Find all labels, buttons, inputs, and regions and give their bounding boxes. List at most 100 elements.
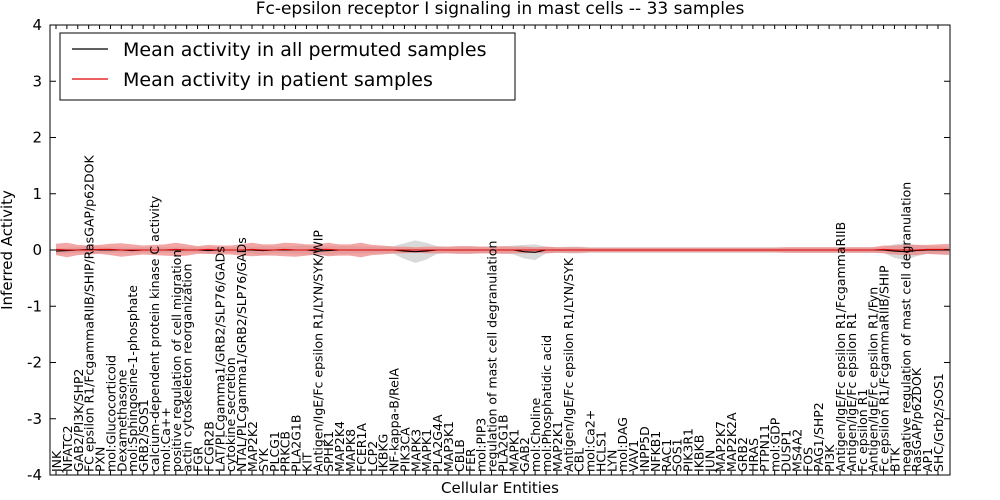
x-category-label: PAG1/SHP2 <box>811 402 826 472</box>
x-category-label: NFKB1 <box>648 431 663 472</box>
x-category-label: DUSP1 <box>779 430 794 472</box>
y-tick-label: 2 <box>32 129 42 147</box>
legend-box <box>59 32 516 101</box>
x-category-label: PRKCB <box>278 431 293 472</box>
x-category-label: CBLB <box>452 439 467 472</box>
x-category-label: RAC1 <box>659 439 674 472</box>
y-tick-label: -1 <box>27 297 42 315</box>
x-category-label: CBL <box>572 448 587 472</box>
x-category-label: RasGAP/p62DOK <box>909 367 924 472</box>
x-category-label: Antigen/IgE/Fc epsilon R1/FcgammaRIIB <box>833 222 848 472</box>
x-category-label: GAB2 <box>517 437 532 472</box>
x-category-label: FCGR2B <box>201 421 216 472</box>
x-category-label: PTPN11 <box>757 424 772 472</box>
x-category-label: SYK <box>256 447 271 472</box>
x-category-label: MAPK1 <box>506 429 521 472</box>
x-category-label: PLA2G1B <box>289 415 304 473</box>
x-category-label: mol:PIP3 <box>474 418 489 472</box>
plot-frame <box>49 24 951 476</box>
x-category-label: NFATC2 <box>60 425 75 472</box>
x-category-label: AP1 <box>920 448 935 472</box>
y-tick-label: 4 <box>32 16 42 34</box>
series-line-1 <box>55 248 949 251</box>
x-category-label: Antigen/IgE/Fc epsilon R1/Fyn <box>866 287 881 472</box>
y-axis-title: Inferred Activity <box>0 190 16 310</box>
x-category-label: PLA2G4A <box>430 414 445 472</box>
x-category-label: actin cytoskeleton reorganization <box>180 264 195 473</box>
x-category-label: FER <box>463 448 478 472</box>
x-category-label: mol:Ca++ <box>158 407 173 472</box>
x-category-label: Antigen/IgE/Fc epsilon R1/LYN/SYK/WIP <box>310 230 325 472</box>
x-category-label: SOS1 <box>670 438 685 472</box>
x-category-label: IKBKB <box>691 435 706 472</box>
x-category-label: MAP2K2 <box>245 421 260 472</box>
x-category-label: FCER1A <box>354 423 369 472</box>
x-category-label: KIT <box>299 452 314 472</box>
x-category-label: MAPK3 <box>408 429 423 472</box>
x-category-label: SPHK1 <box>321 431 336 472</box>
x-category-label: LCP2 <box>365 441 380 472</box>
x-category-label: IKBKG <box>376 434 391 472</box>
x-category-label: MAP2K1 <box>550 421 565 472</box>
y-tick-label: 3 <box>32 72 42 90</box>
x-category-label: JUN <box>702 450 717 473</box>
x-category-label: SHC/Grb2/SOS1 <box>931 373 946 472</box>
x-category-label: PIK3R1 <box>681 428 696 472</box>
x-category-label: regulation of mast cell degranulation <box>485 241 500 472</box>
legend: Mean activity in all permuted samples Me… <box>59 32 516 101</box>
x-category-label: LYN <box>604 450 619 472</box>
x-category-label: GAB2/PI3K/SHP2 <box>71 369 86 472</box>
x-category-label: Fc epsilon R1/FcgammaRIIB/SHIP <box>877 265 892 472</box>
x-category-label: mol:Ca2+ <box>583 410 598 472</box>
x-category-label: Antigen/IgE/Fc epsilon R1 <box>844 312 859 472</box>
x-category-label: INPP5D <box>637 426 652 472</box>
x-category-label: PLA2G1B <box>495 414 510 472</box>
x-category-label: PLCG1 <box>267 431 282 472</box>
chart-title: Fc-epsilon receptor I signaling in mast … <box>256 0 745 19</box>
x-category-label: mol:DAG <box>615 417 630 472</box>
x-category-label: mol:Phosphatidic acid <box>539 335 554 472</box>
x-category-label: GRB2 <box>735 437 750 472</box>
x-category-label: positive regulation of cell migration <box>169 250 184 472</box>
x-category-label: negative regulation of mast cell degranu… <box>898 182 913 472</box>
x-category-label: FGR <box>191 446 206 472</box>
x-category-label: mol:Choline <box>528 397 543 472</box>
x-category-label: PI3K <box>822 444 837 472</box>
x-category-label: cytokine secretion <box>223 357 238 472</box>
x-category-label: FC epsilon R1/FcgammaRIIB/SHIP/RasGAP/p6… <box>82 155 97 473</box>
x-category-label: MAPK1 <box>419 429 434 472</box>
x-category-label: Dexamethasone <box>114 369 129 472</box>
x-category-label: JNK <box>49 450 64 473</box>
x-category-label: FOS <box>800 447 815 472</box>
legend-label-permuted: Mean activity in all permuted samples <box>123 39 486 61</box>
x-category-label: PXN <box>93 447 108 472</box>
y-tick-label: -3 <box>27 410 42 428</box>
x-category-label: HCLS1 <box>593 431 608 472</box>
x-category-label: Antigen/IgE/Fc epsilon R1/LYN/SYK <box>561 257 576 472</box>
x-category-label: MAP2K4 <box>332 421 347 472</box>
x-category-label: MAPK8 <box>343 429 358 472</box>
x-category-label: MAP2K7 <box>713 421 728 472</box>
y-tick-label: 0 <box>32 241 42 259</box>
x-category-label: mol:Sphingosine-1-phosphate <box>125 285 140 472</box>
x-category-label: HRAS <box>746 438 761 472</box>
x-category-label: mol:GDP <box>768 417 783 472</box>
y-axis-ticks: -4 -3 -2 -1 0 1 2 3 4 <box>27 16 950 484</box>
x-category-label: VAV1 <box>626 440 641 472</box>
x-category-label: MS4A2 <box>789 429 804 472</box>
y-tick-label: 1 <box>32 185 42 203</box>
series-lines <box>55 248 949 253</box>
x-category-label: MAP2K2A <box>724 412 739 472</box>
x-category-label: calcium-dependent protein kinase C activ… <box>147 195 162 472</box>
x-category-label: NF-kappa-B/RelA <box>387 368 402 472</box>
x-category-label: BTK <box>887 447 902 472</box>
x-category-label: MAP3K1 <box>441 421 456 472</box>
legend-label-patient: Mean activity in patient samples <box>123 69 433 91</box>
y-tick-label: -4 <box>27 466 42 484</box>
x-category-label: GRB2/SOS1 <box>136 399 151 472</box>
x-category-label: mol:Glucocorticoid <box>103 355 118 472</box>
x-category-label: NTAL/PLCgamma1/GRB2/SLP76/GADs <box>234 237 249 472</box>
x-category-label: PIK3CA <box>397 427 412 472</box>
